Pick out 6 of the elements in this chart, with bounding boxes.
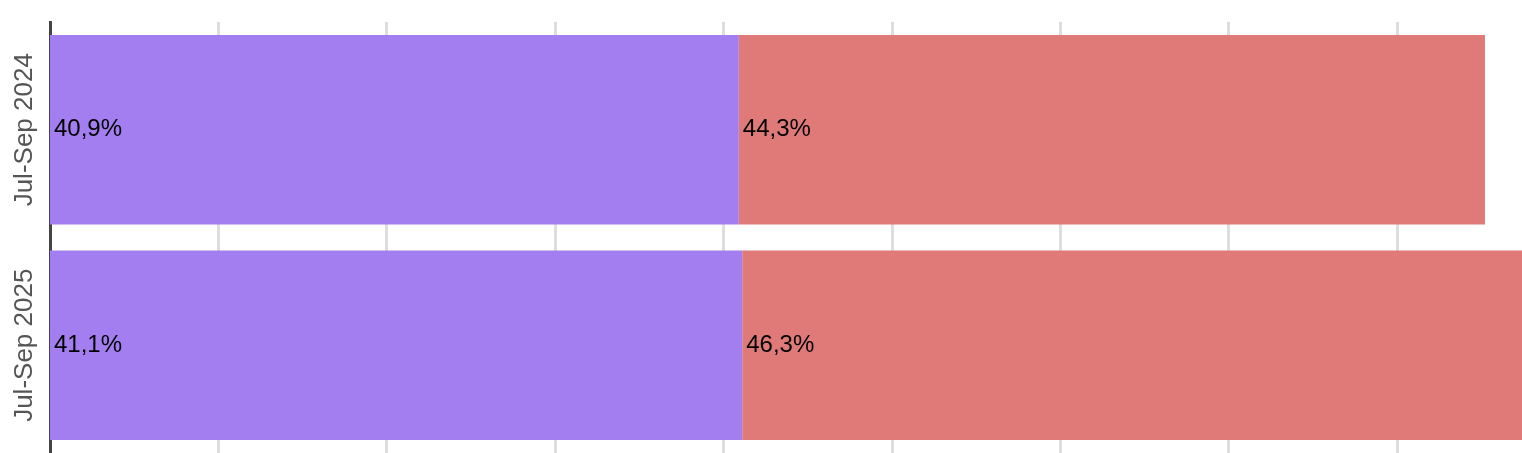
y-tick-label: Jul-Sep 2025	[8, 268, 39, 422]
y-tick-label: Jul-Sep 2024	[8, 53, 39, 207]
data-label: 40,9%	[54, 114, 123, 142]
data-label: 44,3%	[742, 114, 811, 142]
data-label: 46,3%	[746, 329, 815, 357]
data-label: 41,1%	[54, 329, 123, 357]
